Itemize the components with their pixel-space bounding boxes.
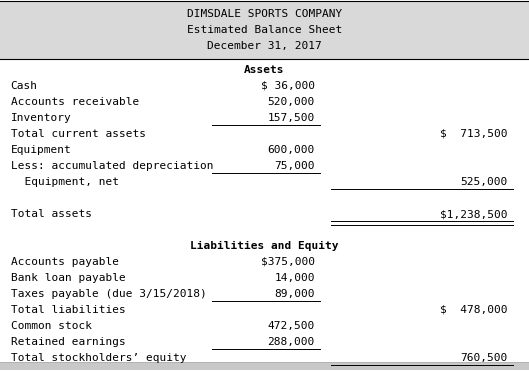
Text: Estimated Balance Sheet: Estimated Balance Sheet <box>187 25 342 35</box>
Text: 288,000: 288,000 <box>268 337 315 347</box>
Text: 472,500: 472,500 <box>268 321 315 331</box>
Text: Bank loan payable: Bank loan payable <box>11 273 125 283</box>
Text: Less: accumulated depreciation: Less: accumulated depreciation <box>11 161 213 171</box>
Text: Accounts receivable: Accounts receivable <box>11 97 139 107</box>
Bar <box>0 2 529 59</box>
Text: 760,500: 760,500 <box>461 353 508 363</box>
Text: Inventory: Inventory <box>11 113 71 123</box>
Text: Liabilities and Equity: Liabilities and Equity <box>190 241 339 251</box>
Text: $  478,000: $ 478,000 <box>440 305 508 315</box>
Text: $375,000: $375,000 <box>261 257 315 267</box>
Text: $ 36,000: $ 36,000 <box>261 81 315 91</box>
Text: $1,238,500: $1,238,500 <box>440 209 508 219</box>
Text: Total stockholders’ equity: Total stockholders’ equity <box>11 353 186 363</box>
Text: $  713,500: $ 713,500 <box>440 129 508 139</box>
Text: 525,000: 525,000 <box>461 177 508 187</box>
Text: Common stock: Common stock <box>11 321 92 331</box>
Text: Cash: Cash <box>11 81 38 91</box>
Text: Retained earnings: Retained earnings <box>11 337 125 347</box>
Text: Taxes payable (due 3/15/2018): Taxes payable (due 3/15/2018) <box>11 289 206 299</box>
Text: 14,000: 14,000 <box>274 273 315 283</box>
Text: Accounts payable: Accounts payable <box>11 257 118 267</box>
Text: Equipment, net: Equipment, net <box>11 177 118 187</box>
Text: DIMSDALE SPORTS COMPANY: DIMSDALE SPORTS COMPANY <box>187 9 342 19</box>
Bar <box>0 362 529 370</box>
Text: December 31, 2017: December 31, 2017 <box>207 41 322 51</box>
Text: 520,000: 520,000 <box>268 97 315 107</box>
Text: Assets: Assets <box>244 65 285 75</box>
Text: Total liabilities: Total liabilities <box>11 305 125 315</box>
Text: 75,000: 75,000 <box>274 161 315 171</box>
Text: 157,500: 157,500 <box>268 113 315 123</box>
Text: 89,000: 89,000 <box>274 289 315 299</box>
Text: Equipment: Equipment <box>11 145 71 155</box>
Text: Total assets: Total assets <box>11 209 92 219</box>
Text: 600,000: 600,000 <box>268 145 315 155</box>
Text: Total current assets: Total current assets <box>11 129 145 139</box>
